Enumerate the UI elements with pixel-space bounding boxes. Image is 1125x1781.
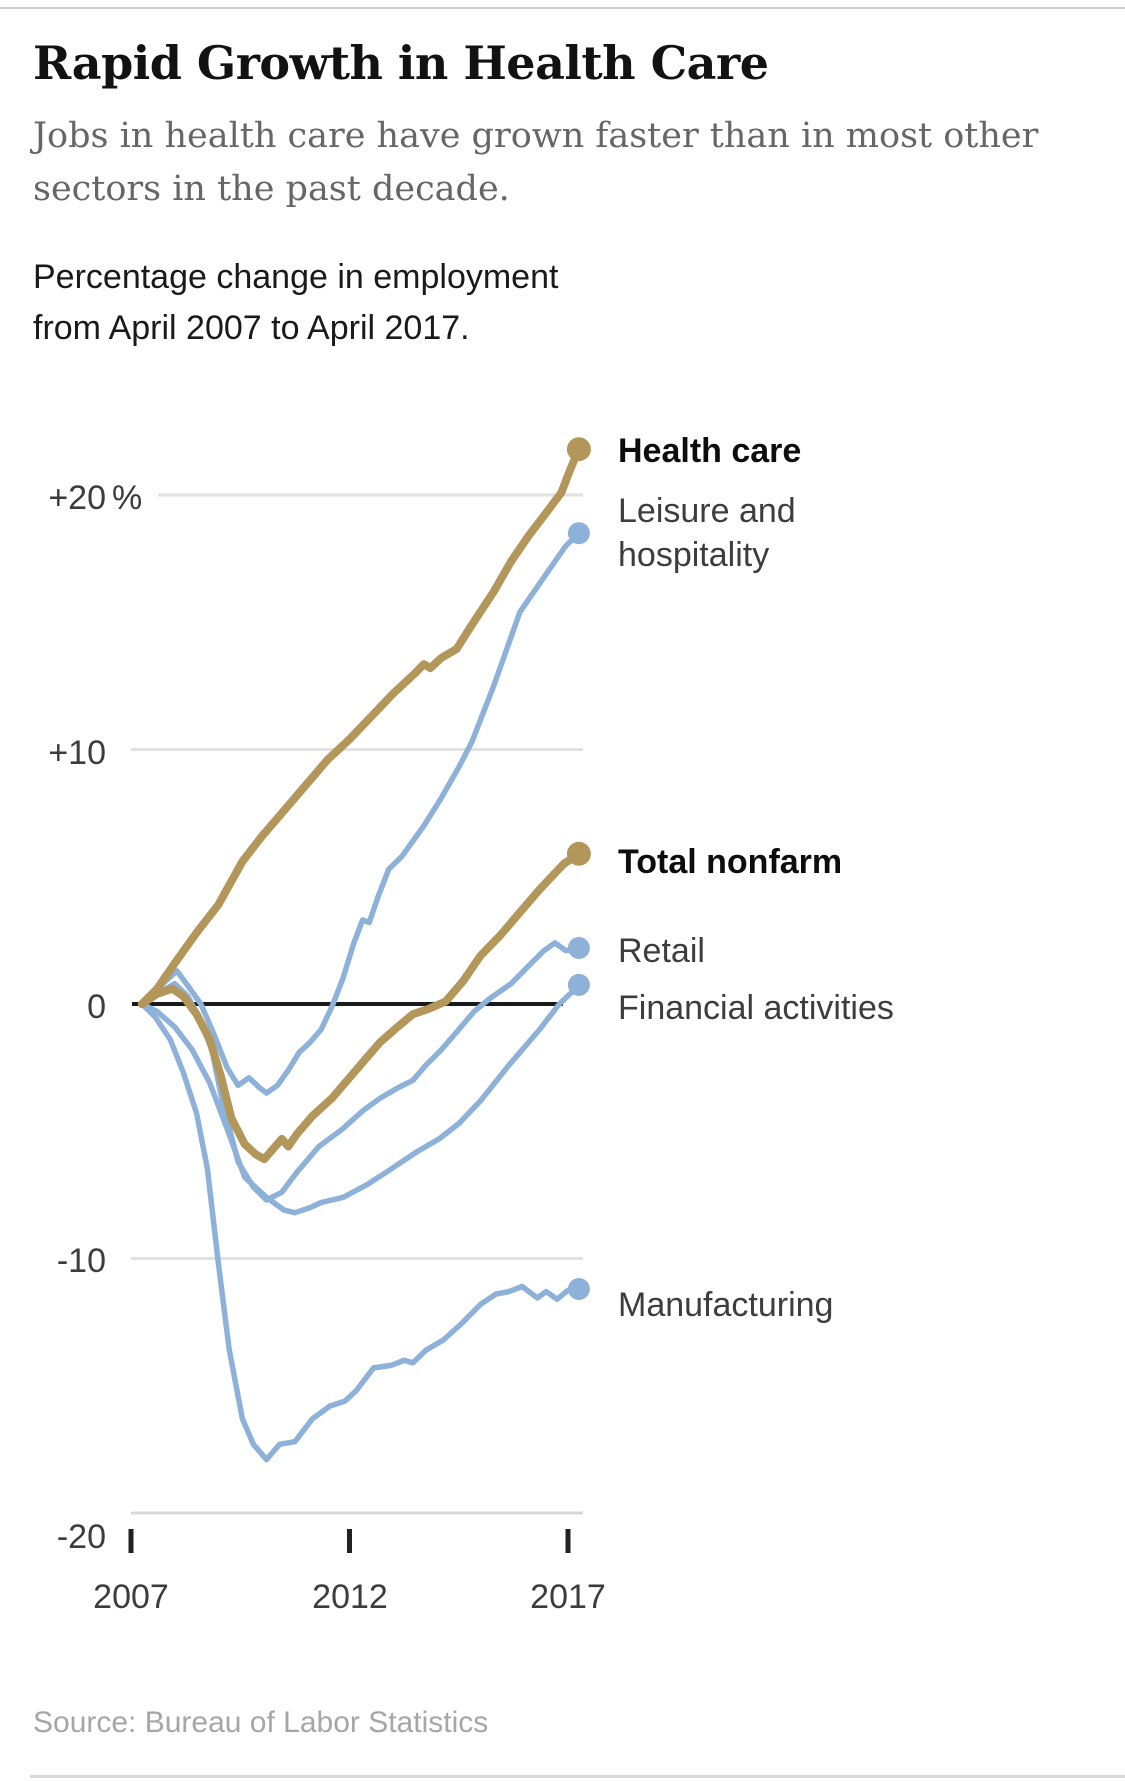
source-credit: Source: Bureau of Labor Statistics bbox=[33, 1706, 489, 1739]
y-axis-label-minus20: -20 bbox=[56, 1518, 106, 1556]
note-line-2: from April 2007 to April 2017. bbox=[33, 309, 470, 347]
series-endpoint-financial_activities bbox=[567, 973, 590, 996]
deck-line-2: sectors in the past decade. bbox=[33, 169, 510, 209]
series-line-leisure_hospitality bbox=[139, 530, 582, 1096]
legend-leisure-line-2: hospitality bbox=[618, 536, 770, 574]
series-endpoint-leisure_hospitality bbox=[567, 522, 590, 545]
y-axis-label-plus10: +10 bbox=[48, 734, 106, 772]
legend-total-nonfarm: Total nonfarm bbox=[618, 843, 843, 881]
axis-note: Percentage change in employment from Apr… bbox=[33, 252, 558, 354]
series-endpoint-total_nonfarm bbox=[566, 841, 591, 866]
y-axis-label-plus20: +20 bbox=[48, 479, 106, 517]
tick-mark-2017 bbox=[565, 1529, 571, 1553]
legend-retail: Retail bbox=[618, 932, 705, 970]
bottom-divider bbox=[30, 1775, 1125, 1778]
tick-mark-2007 bbox=[128, 1529, 134, 1553]
legend-financial-activities: Financial activities bbox=[618, 989, 894, 1027]
series-line-financial_activities bbox=[139, 982, 582, 1216]
x-axis-label-2017: 2017 bbox=[530, 1578, 606, 1616]
top-divider bbox=[0, 7, 1125, 9]
page-title: Rapid Growth in Health Care bbox=[33, 36, 769, 90]
series-endpoint-health_care bbox=[566, 437, 591, 462]
legend-health-care: Health care bbox=[618, 432, 802, 470]
y-axis-label-zero: 0 bbox=[87, 988, 106, 1026]
series-line-health_care bbox=[137, 445, 583, 1008]
series-endpoint-retail bbox=[567, 937, 590, 959]
x-axis-label-2007: 2007 bbox=[93, 1578, 169, 1616]
series-endpoint-manufacturing bbox=[567, 1278, 590, 1300]
note-line-1: Percentage change in employment bbox=[33, 258, 559, 296]
deck-line-1: Jobs in health care have grown faster th… bbox=[33, 116, 1039, 156]
series-line-manufacturing bbox=[139, 1001, 582, 1463]
y-axis-unit-percent: % bbox=[112, 479, 143, 517]
series-line-total_nonfarm bbox=[137, 849, 583, 1164]
tick-mark-2012 bbox=[347, 1529, 352, 1553]
x-axis-label-2012: 2012 bbox=[312, 1578, 388, 1616]
chart-deck: Jobs in health care have grown faster th… bbox=[33, 110, 1038, 216]
legend-leisure-line-1: Leisure and bbox=[618, 492, 796, 530]
legend-leisure-hospitality: Leisure and hospitality bbox=[618, 489, 796, 577]
legend-manufacturing: Manufacturing bbox=[618, 1286, 834, 1324]
y-axis-label-minus10: -10 bbox=[56, 1242, 106, 1280]
